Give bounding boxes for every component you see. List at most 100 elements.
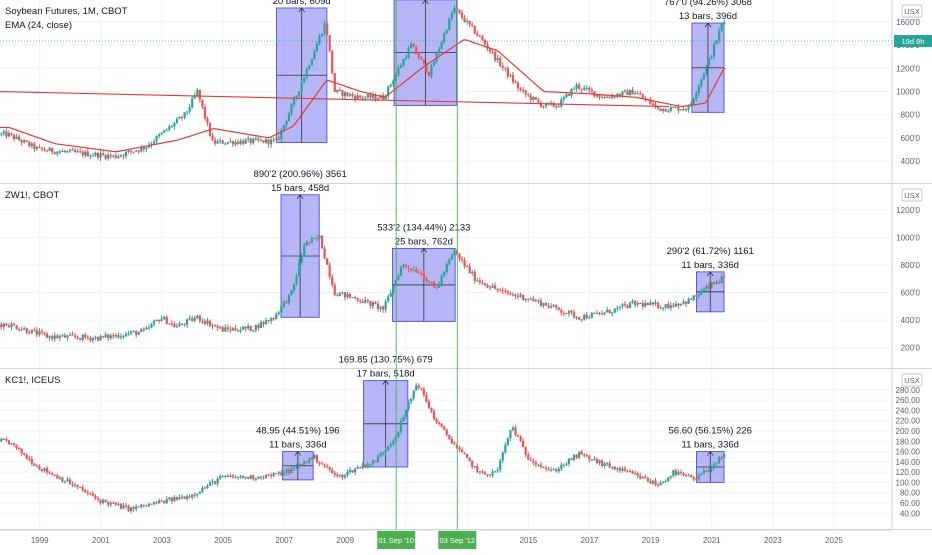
candle-body <box>707 470 711 472</box>
candle-body <box>522 90 525 92</box>
candle-body <box>443 426 446 430</box>
candle-body <box>560 309 563 313</box>
candle-body <box>331 469 334 474</box>
candle-body <box>12 323 16 326</box>
candle-body <box>145 147 148 150</box>
candle-body <box>320 235 324 249</box>
candle-body <box>519 294 522 297</box>
price-axis[interactable] <box>892 184 932 368</box>
candle-body <box>343 92 347 96</box>
candle-body <box>35 330 39 335</box>
candle-body <box>226 327 229 330</box>
candle-body <box>539 300 543 306</box>
candle-body <box>290 104 293 114</box>
candle-body <box>481 282 484 284</box>
candle-body <box>646 303 649 306</box>
candle-body <box>537 300 540 302</box>
candle-body <box>224 475 227 477</box>
candle-body <box>287 113 291 122</box>
candle-body <box>359 300 362 302</box>
candle-body <box>427 72 431 76</box>
candle-body <box>252 138 255 143</box>
scale-button[interactable] <box>901 188 923 202</box>
candle-body <box>532 97 535 100</box>
candle-body <box>621 304 624 307</box>
candle-body <box>124 151 128 157</box>
price-axis[interactable] <box>892 0 932 183</box>
candle-body <box>71 484 74 486</box>
candle-body <box>552 102 555 107</box>
candle-body <box>593 312 596 314</box>
candle-body <box>425 278 428 282</box>
candle-body <box>163 317 166 319</box>
candle-body <box>336 295 339 297</box>
candle-body <box>282 473 285 476</box>
candle-body <box>674 303 677 307</box>
candle-body <box>40 469 44 471</box>
candle-body <box>5 439 8 441</box>
candle-body <box>547 305 550 308</box>
candle-body <box>292 283 296 291</box>
candle-body <box>132 331 135 333</box>
candle-body <box>402 264 405 267</box>
candle-body <box>132 507 135 510</box>
candle-body <box>132 151 135 153</box>
candle-body <box>328 35 331 52</box>
candle-body <box>392 80 395 85</box>
candle-body <box>598 312 601 314</box>
candle-body <box>702 470 705 475</box>
candle-body <box>193 318 196 321</box>
trend-line[interactable] <box>0 91 670 108</box>
candle-body <box>15 444 18 448</box>
candle-body <box>292 98 296 105</box>
candle-body <box>659 482 662 486</box>
candle-body <box>76 151 79 153</box>
price-tick-label: 120.00 <box>896 468 921 477</box>
candle-body <box>628 471 632 473</box>
candle-body <box>163 130 166 133</box>
candle-body <box>127 506 130 512</box>
price-tick-label: 1000'0 <box>896 233 920 242</box>
candle-body <box>244 477 247 479</box>
candle-body <box>346 471 349 476</box>
time-highlight-label: 01 Sep '10 <box>378 536 414 545</box>
scale-button[interactable] <box>901 373 923 387</box>
scale-button[interactable] <box>901 4 923 18</box>
candle-body <box>430 408 433 412</box>
candle-body <box>600 460 604 466</box>
candle-body <box>667 304 670 309</box>
candle-body <box>667 110 670 112</box>
price-tag <box>894 35 932 47</box>
candle-body <box>695 479 698 481</box>
price-axis[interactable] <box>892 369 932 529</box>
candle-body <box>524 90 527 95</box>
candle-body <box>636 473 639 476</box>
candle-body <box>364 97 367 99</box>
candle-body <box>404 409 408 417</box>
candle-body <box>160 132 163 135</box>
candle-body <box>178 117 181 119</box>
price-tick-label: 600'0 <box>901 134 921 143</box>
candle-body <box>112 502 115 504</box>
candle-body <box>313 51 316 60</box>
time-highlight <box>438 531 477 549</box>
candle-body <box>198 491 201 494</box>
candle-body <box>404 57 408 60</box>
candle-body <box>565 93 568 98</box>
candle-body <box>677 303 680 306</box>
candle-body <box>328 264 331 277</box>
candle-body <box>478 280 481 283</box>
candle-body <box>12 443 16 445</box>
candle-body <box>478 471 481 473</box>
candle-body <box>61 477 64 482</box>
candle-body <box>277 312 280 315</box>
candle-body <box>448 434 451 439</box>
candle-body <box>516 82 520 89</box>
candle-body <box>476 33 479 36</box>
candle-body <box>173 122 176 127</box>
candle-body <box>679 471 683 473</box>
candle-body <box>152 141 156 144</box>
candle-body <box>705 470 708 472</box>
candle-body <box>127 333 130 335</box>
